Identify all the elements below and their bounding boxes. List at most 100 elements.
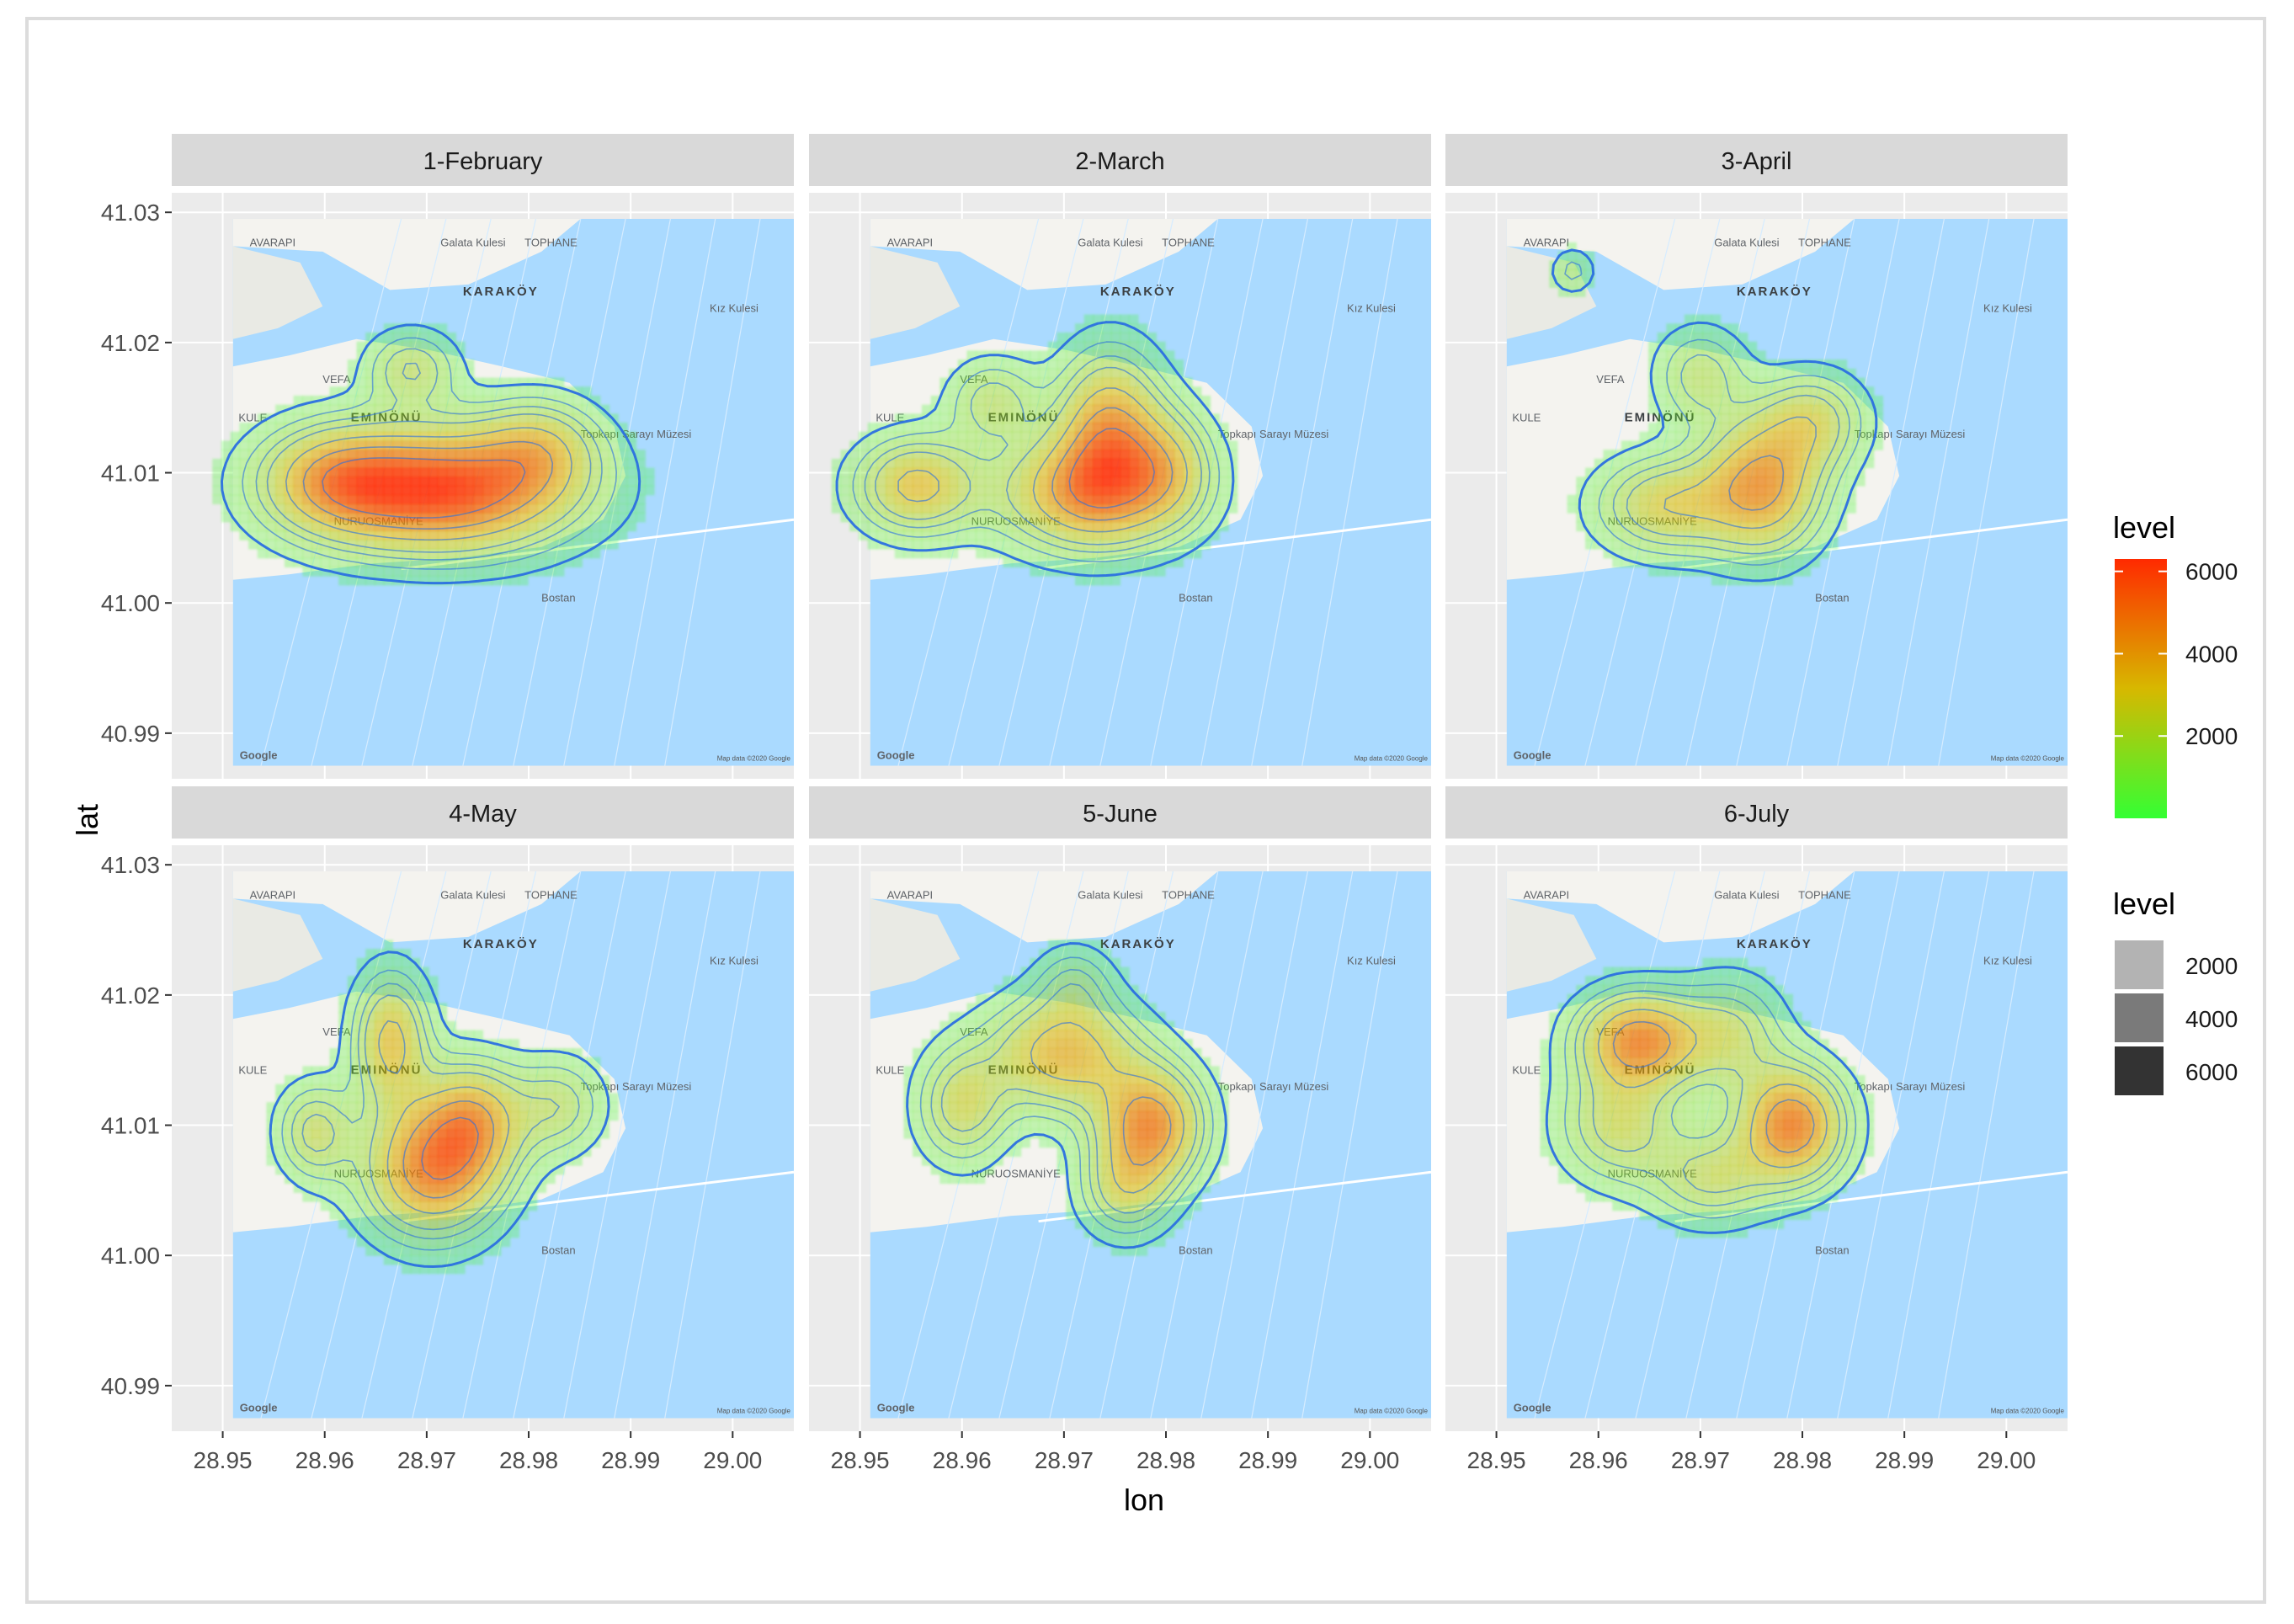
density-cell: [482, 1066, 492, 1076]
density-cell: [984, 540, 995, 550]
density-cell: [1083, 1003, 1094, 1013]
density-cell: [509, 1110, 519, 1121]
density-cell: [1747, 976, 1758, 986]
density-cell: [455, 377, 466, 387]
density-cell: [546, 1102, 556, 1112]
density-cell: [465, 440, 475, 450]
density-cell: [1693, 314, 1703, 324]
density-cell: [1819, 467, 1829, 477]
density-cell: [519, 513, 529, 523]
density-cell: [913, 450, 923, 460]
density-cell: [1110, 1174, 1121, 1185]
density-cell: [1066, 1020, 1076, 1031]
density-cell: [1783, 1047, 1793, 1058]
density-cell: [1621, 1012, 1631, 1022]
density-cell: [572, 548, 583, 559]
density-cell: [1110, 984, 1121, 995]
density-cell: [1156, 359, 1166, 370]
density-cell: [1557, 1012, 1568, 1022]
density-cell: [976, 1129, 986, 1139]
density-cell: [1074, 949, 1085, 959]
density-cell: [1174, 386, 1184, 397]
density-cell: [1020, 350, 1030, 360]
density-cell: [1183, 1192, 1193, 1202]
density-cell: [1156, 1192, 1166, 1202]
density-cell: [957, 1138, 968, 1148]
density-cell: [402, 1020, 412, 1031]
density-cell: [1093, 350, 1103, 360]
density-cell: [374, 404, 385, 414]
density-cell: [509, 458, 519, 469]
density-cell: [1711, 576, 1722, 586]
density-cell: [338, 386, 349, 397]
density-cell: [1129, 450, 1139, 460]
density-cell: [993, 548, 1003, 559]
density-cell: [984, 548, 995, 559]
density-cell: [1729, 1047, 1739, 1058]
density-cell: [248, 494, 258, 505]
density-cell: [1137, 1201, 1148, 1211]
density-cell: [1156, 1138, 1166, 1148]
density-cell: [1129, 350, 1139, 360]
density-cell: [546, 1138, 556, 1148]
density-cell: [500, 513, 511, 523]
density-cell: [365, 1057, 375, 1067]
density-cell: [930, 431, 940, 442]
density-cell: [563, 1110, 574, 1121]
density-cell: [591, 450, 601, 460]
density-cell: [1074, 368, 1085, 379]
density-cell: [519, 1093, 529, 1103]
density-cell: [1567, 1030, 1577, 1040]
density-cell: [1720, 993, 1730, 1004]
density-cell: [1039, 486, 1049, 496]
density-cell: [626, 513, 637, 523]
density-cell: [939, 386, 950, 397]
density-cell: [1102, 395, 1112, 406]
density-cell: [1057, 957, 1067, 968]
density-cell: [465, 1228, 475, 1238]
density-cell: [1129, 1237, 1139, 1248]
density-cell: [1647, 557, 1658, 567]
density-cell: [266, 458, 276, 469]
density-cell: [1738, 521, 1748, 532]
density-cell: [976, 1047, 986, 1058]
density-cell: [1711, 431, 1722, 442]
density-cell: [1183, 1138, 1193, 1148]
density-cell: [1030, 431, 1040, 442]
density-cell: [528, 1057, 538, 1067]
density-cell: [1711, 503, 1722, 514]
density-cell: [1137, 1156, 1148, 1166]
contour-line: [266, 362, 592, 553]
density-cell: [1657, 494, 1667, 505]
density-cell: [1083, 386, 1094, 397]
density-cell: [984, 386, 995, 397]
density-cell: [1192, 1129, 1202, 1139]
density-cell: [1756, 404, 1766, 414]
density-cell: [1183, 458, 1193, 469]
density-cell: [1666, 1039, 1676, 1049]
density-cell: [1630, 494, 1640, 505]
density-cell: [1549, 1012, 1559, 1022]
density-cell: [1729, 503, 1739, 514]
density-cell: [1738, 513, 1748, 523]
density-cell: [1102, 949, 1112, 959]
density-cell: [1137, 359, 1148, 370]
density-cell: [320, 567, 331, 577]
density-cell: [1039, 377, 1049, 387]
density-cell: [473, 431, 484, 442]
density-cell: [465, 404, 475, 414]
density-cell: [1083, 957, 1094, 968]
density-cell: [374, 1066, 385, 1076]
density-cell: [329, 1165, 339, 1175]
density-cell: [1711, 1066, 1722, 1076]
density-cell: [293, 404, 303, 414]
density-cell: [1074, 477, 1085, 487]
density-cell: [446, 423, 456, 433]
density-cell: [1156, 1219, 1166, 1229]
density-cell: [500, 567, 511, 577]
density-cell: [338, 540, 349, 550]
density-cell: [1102, 423, 1112, 433]
density-cell: [1003, 377, 1013, 387]
density-cell: [1702, 486, 1712, 496]
density-cell: [1083, 530, 1094, 540]
